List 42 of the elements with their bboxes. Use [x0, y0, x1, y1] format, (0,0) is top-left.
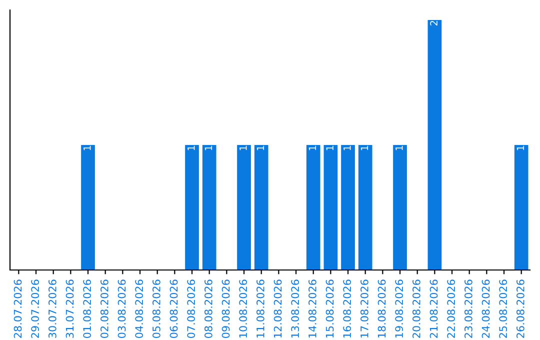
data-label: 1: [326, 146, 334, 150]
x-tick-label: 20.08.2026: [412, 280, 420, 338]
x-tick-label: 03.08.2026: [118, 280, 126, 338]
x-tick-label: 30.07.2026: [48, 280, 56, 338]
data-label: 1: [516, 146, 524, 150]
x-tick-label: 17.08.2026: [360, 280, 368, 338]
x-tick-label: 06.08.2026: [170, 280, 178, 338]
x-tick-label: 12.08.2026: [274, 280, 282, 338]
data-label: 1: [84, 146, 91, 150]
data-label: 1: [204, 146, 212, 150]
x-tick-label: 01.08.2026: [83, 280, 92, 338]
x-tick-label: 26.08.2026: [516, 280, 524, 338]
x-tick-label: 29.07.2026: [31, 280, 40, 338]
data-label: 2: [430, 20, 438, 26]
x-tick-label: 25.08.2026: [499, 280, 508, 338]
data-label: 1: [360, 146, 368, 150]
x-tick-label: 19.08.2026: [395, 280, 404, 338]
data-label: 1: [344, 146, 351, 150]
x-tick-label: 22.08.2026: [447, 280, 456, 338]
x-tick-label: 31.07.2026: [66, 280, 74, 338]
x-tick-label: 24.08.2026: [482, 280, 490, 338]
x-tick-label: 15.08.2026: [326, 280, 334, 338]
data-label: 1: [240, 146, 247, 150]
data-label: 1: [188, 146, 195, 150]
data-label: 1: [308, 146, 316, 150]
x-tick-label: 07.08.2026: [187, 280, 196, 338]
data-label: 1: [256, 146, 264, 150]
data-label: 1: [396, 146, 403, 150]
x-tick-label: 11.08.2026: [256, 280, 264, 338]
x-tick-label: 18.08.2026: [378, 280, 386, 338]
x-tick-label: 28.07.2026: [14, 280, 22, 338]
x-tick-label: 09.08.2026: [222, 280, 230, 338]
x-tick-label: 05.08.2026: [152, 280, 160, 338]
x-tick-label: 10.08.2026: [239, 280, 248, 338]
x-tick-label: 04.08.2026: [135, 280, 144, 338]
x-tick-label: 14.08.2026: [308, 280, 316, 338]
x-tick-label: 23.08.2026: [464, 280, 472, 338]
x-tick-label: 08.08.2026: [204, 280, 212, 338]
x-tick-label: 13.08.2026: [291, 280, 300, 338]
x-tick-label: 21.08.2026: [430, 280, 438, 338]
x-tick-label: 16.08.2026: [343, 280, 352, 338]
x-tick-label: 02.08.2026: [100, 280, 108, 338]
